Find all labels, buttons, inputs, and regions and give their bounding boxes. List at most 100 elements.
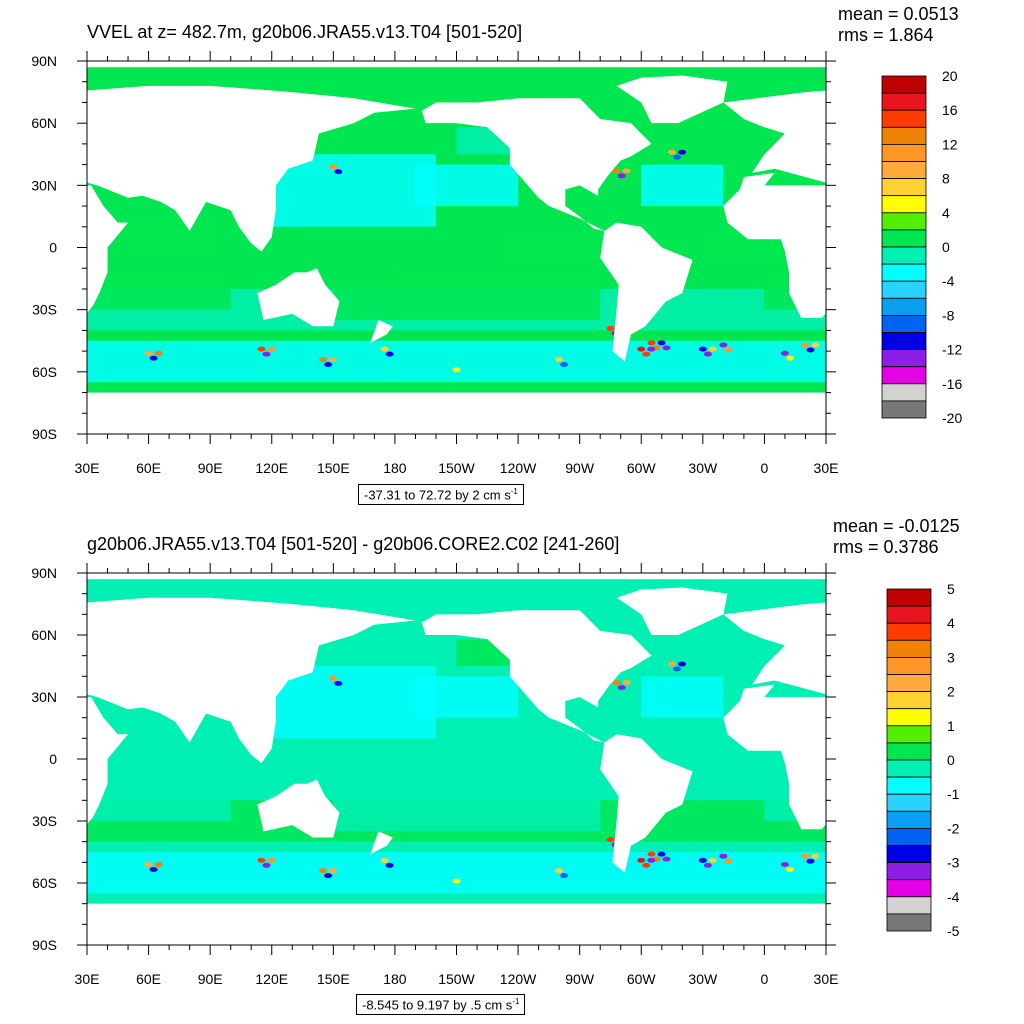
land-mask: [723, 90, 826, 183]
eddy-feature: [780, 350, 789, 356]
eddy-feature: [555, 356, 564, 362]
eddy-feature: [647, 857, 656, 863]
eddy-feature: [698, 346, 707, 352]
x-tick-label: 150W: [438, 971, 475, 987]
land-mask: [87, 185, 129, 313]
eddy-feature: [606, 325, 615, 331]
x-tick-label: 120W: [500, 460, 537, 476]
anomaly-band: [497, 742, 601, 776]
colorbar-swatch: [881, 366, 927, 385]
eddy-feature: [385, 351, 394, 357]
colorbar-swatch: [881, 263, 927, 282]
land-mask: [616, 75, 728, 124]
colorbar-label: -4: [942, 273, 955, 289]
eddy-feature: [780, 861, 789, 867]
colorbar-swatch: [886, 691, 932, 710]
eddy-feature: [708, 346, 717, 352]
eddy-feature: [144, 350, 153, 356]
colorbar-swatch: [886, 879, 932, 898]
eddy-feature: [678, 149, 687, 155]
colorbar-label: 0: [942, 239, 950, 255]
plot-svg-1: VVEL at z= 482.7m, g20b06.JRA55.v13.T04 …: [31, 4, 962, 476]
eddy-feature: [698, 857, 707, 863]
anomaly-band: [394, 268, 601, 321]
unit-exponent: -1: [510, 487, 518, 496]
colorbar-swatch: [881, 109, 927, 128]
eddy-feature: [673, 154, 682, 160]
x-tick-label: 60W: [627, 971, 657, 987]
anomaly-band: [333, 790, 395, 832]
colorbar-label: 4: [947, 615, 955, 631]
eddy-feature: [606, 837, 615, 843]
colorbar-label: -16: [942, 376, 962, 392]
map-axes: 30E 60E 90E 120E 150E 180 150W 120W 90W 60W 30W 0 30…: [31, 51, 838, 476]
eddy-feature: [647, 346, 656, 352]
y-tick-label: 90S: [32, 937, 57, 953]
plot-svg-2: g20b06.JRA55.v13.T04 [501-520] - g20b06.…: [31, 516, 960, 987]
x-tick-label: 90E: [198, 971, 223, 987]
x-tick-label: 90W: [565, 971, 595, 987]
eddy-feature: [154, 861, 163, 867]
colorbar-label: 8: [942, 171, 950, 187]
eddy-feature: [560, 873, 569, 879]
eddy-feature: [801, 853, 810, 859]
x-tick-label: 0: [761, 460, 769, 476]
eddy-feature: [257, 346, 266, 352]
colorbar-label: 5: [947, 581, 955, 597]
colorbar-swatch: [886, 896, 932, 915]
eddy-feature: [657, 340, 666, 346]
colorbar-swatch: [886, 674, 932, 693]
colorbar-label: 16: [942, 102, 958, 118]
plot-panel-2: g20b06.JRA55.v13.T04 [501-520] - g20b06.…: [0, 512, 1024, 1024]
eddy-feature: [380, 346, 389, 352]
eddy-feature: [334, 680, 343, 686]
mean-stat: mean = 0.0513: [838, 4, 959, 24]
y-tick-label: 30N: [31, 689, 57, 705]
colorbar-swatch: [881, 229, 927, 248]
anomaly-band: [333, 278, 395, 321]
eddy-feature: [673, 666, 682, 672]
eddy-feature: [612, 680, 621, 686]
land-mask: [616, 587, 728, 635]
eddy-feature: [622, 168, 631, 174]
colorbar-swatch: [881, 280, 927, 299]
eddy-feature: [319, 356, 328, 362]
colorbar-label: -1: [947, 786, 960, 802]
land-mask: [723, 172, 826, 318]
land-mask: [370, 831, 393, 855]
colorbar-swatch: [886, 656, 932, 675]
eddy-feature: [612, 168, 621, 174]
range-label: -37.31 to 72.72 by 2 cm s-1: [358, 484, 524, 506]
range-text: -8.545 to 9.197 by .5 cm s: [362, 997, 513, 1013]
range-text: -37.31 to 72.72 by 2 cm s: [364, 487, 511, 503]
eddy-feature: [703, 351, 712, 357]
colorbar-swatch: [881, 195, 927, 214]
y-tick-label: 0: [49, 751, 57, 767]
colorbar-swatch: [881, 92, 927, 111]
colorbar-swatch: [881, 332, 927, 351]
eddy-feature: [319, 868, 328, 874]
eddy-feature: [724, 858, 733, 864]
anomaly-band: [497, 230, 601, 265]
map-area: [87, 61, 826, 434]
colorbar-label: 0: [947, 752, 955, 768]
plot-title: VVEL at z= 482.7m, g20b06.JRA55.v13.T04 …: [87, 22, 522, 42]
colorbar-swatch: [886, 622, 932, 641]
land-mask: [87, 392, 826, 434]
x-tick-label: 180: [383, 460, 407, 476]
colorbar-swatch: [881, 297, 927, 316]
colorbar-label: 2: [947, 684, 955, 700]
eddy-feature: [642, 351, 651, 357]
y-tick-label: 30S: [32, 302, 57, 318]
x-tick-label: 150E: [317, 460, 350, 476]
unit-exponent: -1: [512, 997, 520, 1006]
x-tick-label: 120E: [255, 460, 288, 476]
colorbar-swatch: [881, 143, 927, 162]
eddy-feature: [719, 342, 728, 348]
colorbar-swatch: [886, 810, 932, 829]
land-mask: [87, 85, 416, 252]
colorbar-swatch: [886, 845, 932, 864]
land-mask: [87, 597, 416, 764]
anomaly-band: [128, 216, 221, 258]
eddy-feature: [385, 862, 394, 868]
